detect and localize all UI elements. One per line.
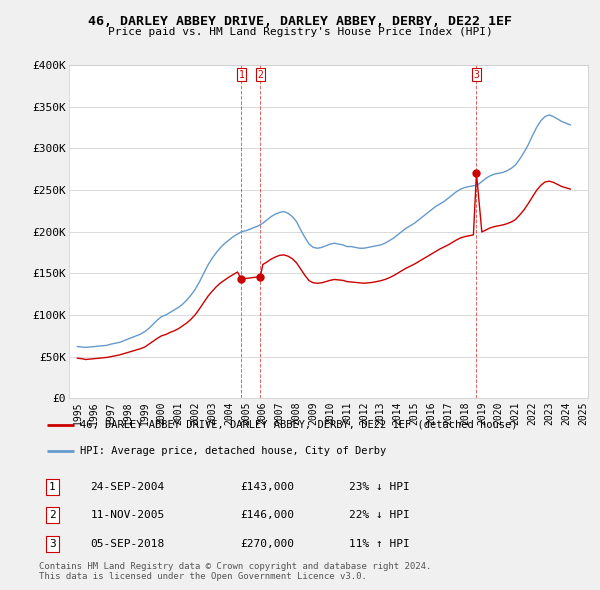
Text: 1: 1 [49,482,56,491]
Text: 24-SEP-2004: 24-SEP-2004 [91,482,165,491]
Text: Price paid vs. HM Land Registry's House Price Index (HPI): Price paid vs. HM Land Registry's House … [107,27,493,37]
Text: 2: 2 [49,510,56,520]
Text: 11-NOV-2005: 11-NOV-2005 [91,510,165,520]
Text: £270,000: £270,000 [240,539,294,549]
Text: 46, DARLEY ABBEY DRIVE, DARLEY ABBEY, DERBY, DE22 1EF (detached house): 46, DARLEY ABBEY DRIVE, DARLEY ABBEY, DE… [80,420,517,430]
Text: 1: 1 [238,70,244,80]
Text: 2: 2 [257,70,263,80]
Text: £143,000: £143,000 [240,482,294,491]
Text: 11% ↑ HPI: 11% ↑ HPI [349,539,409,549]
Text: 23% ↓ HPI: 23% ↓ HPI [349,482,409,491]
Text: 22% ↓ HPI: 22% ↓ HPI [349,510,409,520]
Text: 46, DARLEY ABBEY DRIVE, DARLEY ABBEY, DERBY, DE22 1EF: 46, DARLEY ABBEY DRIVE, DARLEY ABBEY, DE… [88,15,512,28]
Text: HPI: Average price, detached house, City of Derby: HPI: Average price, detached house, City… [80,447,386,457]
Text: 05-SEP-2018: 05-SEP-2018 [91,539,165,549]
Text: 3: 3 [49,539,56,549]
Text: Contains HM Land Registry data © Crown copyright and database right 2024.
This d: Contains HM Land Registry data © Crown c… [39,562,431,581]
Text: £146,000: £146,000 [240,510,294,520]
Text: 3: 3 [473,70,479,80]
